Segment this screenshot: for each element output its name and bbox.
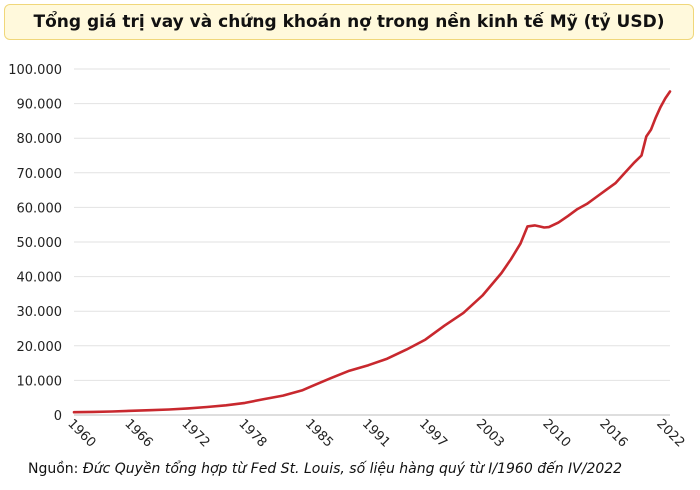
x-tick-label: 1972 (178, 417, 212, 451)
y-tick-label: 80.000 (17, 132, 63, 147)
x-tick-labels: 1960 1966 1972 1978 1985 1991 1997 2003 2010 2016… (64, 417, 687, 451)
y-tick-label: 60.000 (17, 201, 63, 216)
y-tick-label: 90.000 (17, 98, 63, 113)
y-tick-label: 0 (54, 409, 62, 424)
x-tick-label: 2016 (596, 417, 630, 451)
y-tick-label: 30.000 (17, 305, 63, 320)
x-tick-label: 1978 (235, 417, 269, 451)
y-tick-label: 70.000 (17, 167, 63, 182)
source-text: Đức Quyền tổng hợp từ Fed St. Louis, số … (82, 461, 623, 477)
x-tick-label: 1960 (64, 417, 98, 451)
chart-title-box: Tổng giá trị vay và chứng khoán nợ trong… (4, 4, 694, 40)
y-tick-label: 10.000 (17, 374, 63, 389)
y-tick-label: 20.000 (17, 340, 63, 355)
x-tick-label: 1997 (416, 417, 450, 451)
source-note: Nguồn: Đức Quyền tổng hợp từ Fed St. Lou… (28, 461, 688, 483)
y-tick-label: 100.000 (8, 63, 62, 78)
y-tick-label: 50.000 (17, 236, 63, 251)
series-group (72, 90, 672, 414)
x-tick-label: 2010 (539, 417, 573, 451)
series-line (72, 90, 672, 414)
y-tick-label: 40.000 (17, 271, 63, 286)
y-tick-labels: 0 10.000 20.000 30.000 40.000 50.000 60.000 70.… (8, 63, 62, 424)
chart-title: Tổng giá trị vay và chứng khoán nợ trong… (33, 12, 665, 32)
grid-lines (74, 68, 670, 416)
x-tick-label: 2003 (473, 417, 507, 451)
x-tick-label: 1985 (302, 417, 336, 451)
x-tick-label: 1991 (359, 417, 393, 451)
x-tick-label: 2022 (653, 417, 687, 451)
x-tick-label: 1966 (121, 417, 155, 451)
source-label: Nguồn: (28, 461, 79, 477)
